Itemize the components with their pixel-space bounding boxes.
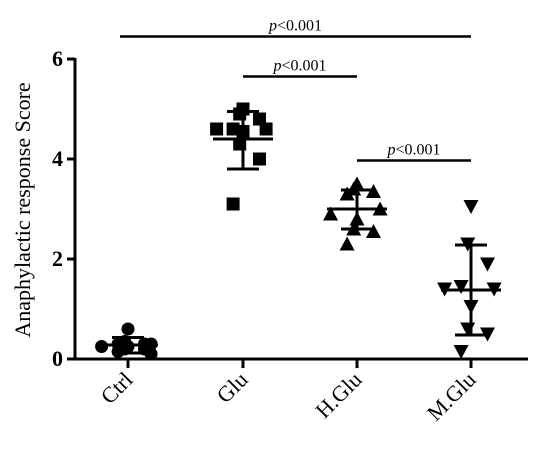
axes: [73, 58, 528, 361]
data-point-square: [226, 197, 240, 211]
data-point-circle: [144, 347, 158, 361]
x-tick-label: Glu: [212, 367, 253, 408]
data-point-square: [210, 122, 224, 136]
x-axis-ticks: Ctrl Glu H.Glu M.Glu: [96, 359, 481, 426]
y-tick-label: 4: [52, 146, 63, 171]
data-point-triangle-down: [453, 345, 469, 359]
data-points: [95, 102, 502, 361]
x-tick-label: H.Glu: [310, 367, 366, 423]
data-point-triangle-down: [480, 257, 495, 272]
x-tick-label: M.Glu: [422, 367, 481, 426]
y-tick-label: 6: [52, 46, 63, 71]
data-point-square: [226, 122, 240, 136]
data-point-triangle-down: [453, 280, 469, 294]
significance-label: p<0.001: [272, 58, 326, 75]
y-tick-label: 2: [52, 246, 63, 271]
error-bars: [98, 110, 501, 355]
data-point-square: [259, 122, 273, 136]
significance-brackets: p<0.001 p<0.001 p<0.001: [120, 18, 471, 162]
y-tick-label: 0: [52, 346, 63, 371]
significance-label: p<0.001: [268, 18, 322, 35]
data-point-triangle-up: [366, 224, 381, 238]
data-point-circle: [121, 322, 135, 336]
data-point-triangle-down: [463, 200, 479, 214]
data-point-triangle-up: [323, 206, 339, 221]
data-point-triangle-down: [480, 327, 495, 342]
x-tick-label: Ctrl: [96, 367, 138, 409]
data-point-triangle-up: [339, 186, 355, 201]
data-point-square: [253, 152, 266, 166]
y-axis-ticks: 0 2 4 6: [52, 46, 75, 371]
data-point-triangle-up: [366, 184, 381, 198]
y-axis-title: Anaphylactic response Score: [10, 82, 35, 337]
data-point-triangle-up: [339, 236, 355, 251]
data-point-square: [253, 112, 266, 126]
significance-label: p<0.001: [386, 142, 440, 159]
